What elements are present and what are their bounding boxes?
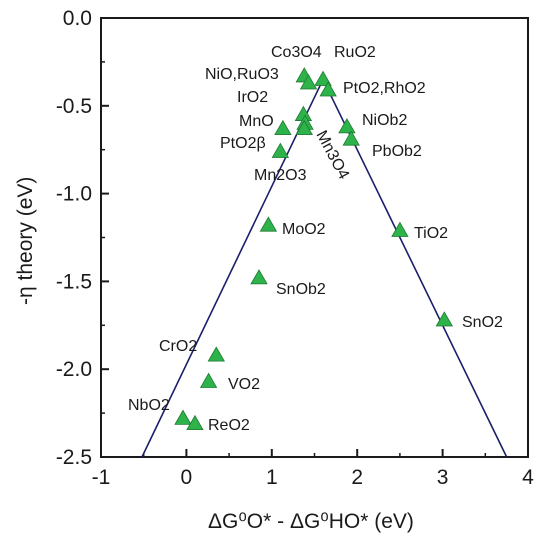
data-point — [295, 119, 313, 136]
y-tick-label: 0.0 — [63, 7, 92, 30]
y-tick-label: -1.5 — [56, 270, 92, 293]
x-tick-label: 3 — [437, 466, 449, 489]
data-point — [435, 311, 453, 327]
data-point — [319, 81, 337, 97]
y-tick-label: -2.0 — [56, 358, 92, 381]
data-point — [199, 372, 218, 388]
data-point — [338, 118, 356, 134]
data-point — [271, 142, 290, 158]
label-pbob2: PbOb2 — [372, 143, 422, 160]
data-point — [342, 130, 360, 146]
data-point — [314, 70, 332, 86]
data-point — [186, 414, 204, 431]
label-sno2: SnO2 — [462, 314, 503, 331]
y-tick-label: -1.0 — [56, 183, 92, 206]
data-point — [207, 346, 225, 362]
x-tick-label: 0 — [181, 466, 193, 489]
label-ruo2: RuO2 — [334, 44, 376, 61]
label-nbo2: NbO2 — [128, 397, 170, 414]
label-co3o4: Co3O4 — [271, 44, 322, 61]
label-pto2b: PtO2β — [220, 135, 266, 152]
label-mno: MnO — [239, 113, 274, 130]
label-iro2: IrO2 — [237, 89, 268, 106]
x-tick-label: -1 — [92, 466, 111, 489]
label-moo2: MoO2 — [282, 221, 326, 238]
label-mn3o4: Mn3O4 — [312, 128, 352, 182]
x-axis-title: ΔG⁰O* - ΔG⁰HO* (eV) — [208, 510, 414, 533]
label-reo2: ReO2 — [208, 417, 250, 434]
y-axis-title: -η theory (eV) — [14, 177, 37, 305]
label-vo2: VO2 — [228, 376, 260, 393]
data-point — [250, 269, 268, 285]
x-tick-label: 1 — [266, 466, 278, 489]
label-cro2: CrO2 — [159, 338, 197, 355]
data-point — [259, 216, 278, 232]
data-point — [391, 221, 409, 237]
y-tick-label: -2.5 — [56, 446, 92, 469]
x-tick-label: 4 — [522, 466, 534, 489]
data-point — [299, 74, 318, 90]
data-point — [174, 409, 192, 425]
annotations: Co3O4 RuO2 NiO,RuO3 PtO2,RhO2 IrO2 MnO N… — [128, 44, 503, 434]
label-niob2: NiOb2 — [362, 112, 407, 129]
tick-group: -1 0 1 2 3 4 0.0 -0.5 -1.0 -1.5 -2.0 -2.5 — [56, 7, 534, 489]
label-snob2: SnOb2 — [276, 281, 326, 298]
data-points — [174, 67, 453, 431]
label-mn2o3: Mn2O3 — [254, 167, 307, 184]
label-pto2-rho2: PtO2,RhO2 — [343, 80, 426, 97]
y-tick-label: -0.5 — [56, 95, 92, 118]
label-nio-ruo3: NiO,RuO3 — [205, 66, 279, 83]
data-point — [274, 119, 292, 136]
x-tick-label: 2 — [351, 466, 363, 489]
volcano-left-branch — [141, 79, 324, 458]
label-tio2: TiO2 — [414, 225, 448, 242]
